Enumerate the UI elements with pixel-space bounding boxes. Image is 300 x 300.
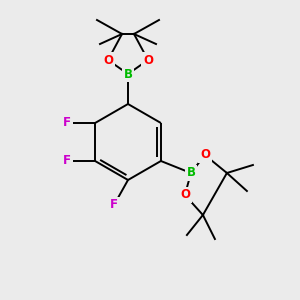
- Text: O: O: [103, 53, 113, 67]
- Text: O: O: [143, 53, 153, 67]
- Text: F: F: [63, 116, 71, 130]
- Text: F: F: [63, 154, 71, 167]
- Text: O: O: [180, 188, 190, 202]
- Text: B: B: [186, 167, 195, 179]
- Text: F: F: [110, 199, 118, 212]
- Text: O: O: [200, 148, 210, 161]
- Text: B: B: [124, 68, 133, 80]
